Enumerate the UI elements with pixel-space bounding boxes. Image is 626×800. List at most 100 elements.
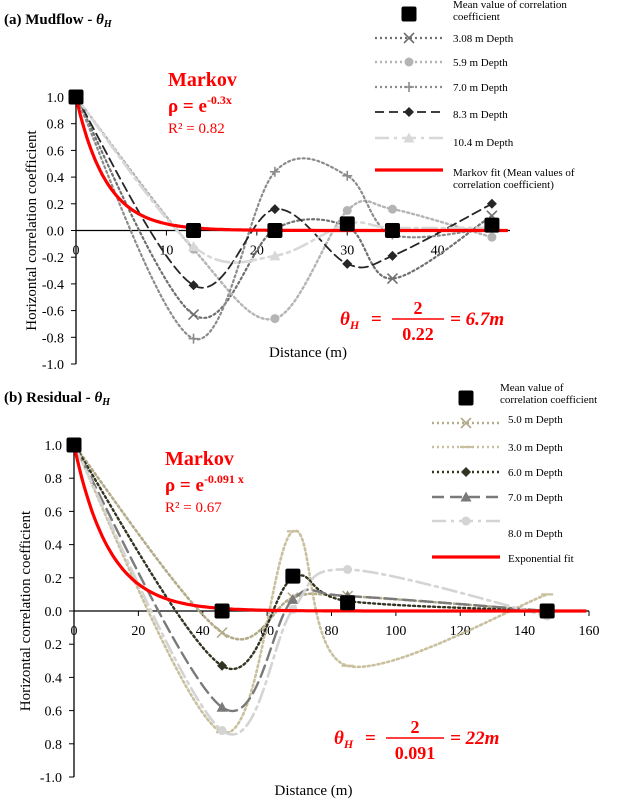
data-point — [269, 166, 280, 177]
data-point — [216, 701, 228, 712]
series-d308 — [70, 91, 498, 321]
markov-equation: ρ = e-0.091 x — [165, 472, 244, 496]
x-tick-label: 40 — [431, 244, 445, 259]
legend-label: correlation coefficient — [500, 394, 597, 406]
legend-marker — [460, 417, 472, 429]
legend-marker — [461, 467, 471, 477]
data-point — [269, 204, 280, 215]
x-tick-label: 40 — [196, 624, 210, 639]
legend-marker — [460, 491, 472, 502]
series-line — [72, 443, 549, 712]
legend-marker — [403, 132, 415, 143]
legend-label: 6.0 m Depth — [508, 467, 563, 479]
y-tick-label: 0.2 — [45, 638, 63, 653]
data-point — [386, 272, 399, 285]
legend-marker — [401, 6, 417, 22]
y-tick-label: 0.0 — [45, 605, 63, 620]
theta-denominator: 0.091 — [395, 743, 436, 763]
panel-title-symbol: θ — [96, 12, 104, 28]
legend-label: Markov fit (Mean values of — [453, 167, 575, 179]
data-point — [539, 603, 555, 619]
legend-label: 7.0 m Depth — [453, 82, 508, 94]
y-tick-label: 1.0 — [45, 439, 63, 454]
data-point — [270, 314, 280, 324]
x-tick-label: 100 — [385, 624, 406, 639]
fit-curve — [74, 96, 508, 233]
legend-marker — [461, 516, 471, 526]
x-tick-label: 0 — [71, 624, 78, 639]
theta-numerator: 2 — [411, 717, 420, 737]
data-point — [188, 333, 199, 344]
series-d70 — [71, 92, 497, 344]
data-point — [287, 593, 299, 604]
theta-numerator: 2 — [414, 298, 423, 318]
x-tick-label: 20 — [131, 624, 145, 639]
y-tick-label: 0.2 — [47, 198, 65, 213]
legend-marker — [403, 32, 415, 44]
legend-label: 8.0 m Depth — [508, 528, 563, 540]
legend-marker — [404, 82, 414, 92]
theta-symbol: θH — [334, 728, 354, 751]
data-point — [339, 216, 355, 232]
x-tick-label: 80 — [325, 624, 339, 639]
legend-marker — [458, 390, 474, 406]
legend-label: 10.4 m Depth — [453, 137, 514, 149]
data-point — [387, 250, 398, 261]
series-fit — [72, 444, 587, 613]
markov-title: Markov — [168, 69, 237, 91]
data-point — [66, 437, 82, 453]
legend-marker — [404, 57, 414, 67]
theta-result: = 6.7m — [450, 309, 504, 330]
markov-equation: ρ = e-0.3x — [168, 93, 232, 117]
theta-denominator: 0.22 — [402, 324, 434, 344]
fit-curve — [72, 444, 587, 613]
y-tick-label: 0.8 — [47, 118, 65, 133]
y-tick-label: 0.6 — [47, 144, 65, 159]
y-tick-label: -0.4 — [42, 278, 64, 293]
y-tick-label: 0.0 — [47, 225, 65, 240]
markov-title: Markov — [165, 448, 234, 470]
data-point — [387, 204, 397, 214]
series-mean — [66, 437, 555, 619]
legend-label: 3.0 m Depth — [508, 442, 563, 454]
data-point — [285, 568, 301, 584]
legend-label: 8.3 m Depth — [453, 109, 508, 121]
y-tick-label: 1.0 — [47, 91, 65, 106]
panel-a-mudflow: (a) Mudflow - θH 1.0 0.8 0.6 0.4 0.2 0.0 -0.2 -0… — [4, 0, 575, 373]
legend-label: 3.08 m Depth — [453, 33, 514, 45]
data-point — [188, 241, 200, 252]
data-point — [188, 280, 199, 291]
data-point — [487, 232, 497, 242]
series-line — [74, 95, 494, 321]
data-point — [384, 223, 400, 238]
y-tick-label: 0.4 — [45, 539, 63, 554]
x-tick-label: 140 — [514, 624, 535, 639]
y-tick-label: 0.8 — [45, 738, 63, 753]
data-point — [68, 89, 84, 105]
y-axis-label: Horizontal correlation coefficient — [18, 510, 34, 711]
data-point — [342, 258, 353, 269]
y-tick-label: 0.4 — [47, 171, 65, 186]
panel-title: (b) Residual - θH — [4, 390, 111, 408]
data-point — [267, 223, 283, 238]
y-tick-label: -0.8 — [42, 331, 64, 346]
y-axis-label: Horizontal correlation coefficient — [24, 129, 40, 330]
data-point — [217, 660, 228, 671]
data-point — [486, 198, 497, 209]
legend-label: 5.9 m Depth — [453, 57, 508, 69]
data-point — [342, 205, 352, 215]
x-tick-label: 10 — [159, 244, 173, 259]
series-line — [72, 443, 549, 736]
legend-label: coefficient — [453, 11, 500, 23]
data-point — [214, 603, 230, 619]
series-d59 — [71, 92, 497, 324]
r-squared: R² = 0.82 — [168, 121, 225, 137]
x-axis-label: Distance (m) — [269, 345, 347, 361]
data-point — [343, 565, 353, 574]
y-tick-label: 0.6 — [45, 705, 63, 720]
y-tick-label: 0.2 — [45, 572, 63, 587]
panel-title-text: (a) Mudflow - — [4, 12, 96, 28]
